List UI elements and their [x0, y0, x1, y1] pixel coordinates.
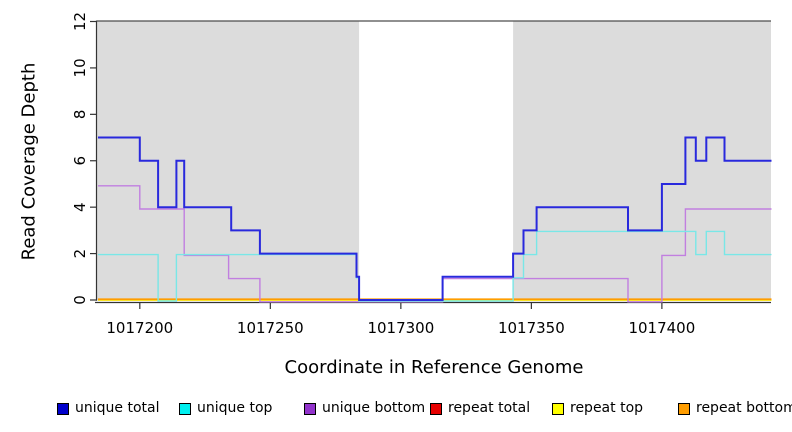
legend-swatch-repeat-bottom: [678, 402, 690, 415]
legend-item-unique-top: unique top: [179, 400, 272, 417]
x-tick-label: 1017400: [628, 319, 695, 337]
y-tick-label: 4: [71, 202, 89, 212]
legend-item-repeat-total: repeat total: [430, 400, 530, 417]
legend-label: unique bottom: [322, 400, 426, 416]
y-tick-label: 2: [71, 249, 89, 259]
legend-item-repeat-bottom: repeat bottom: [678, 400, 792, 417]
x-tick-label: 1017250: [237, 319, 304, 337]
legend-label: repeat total: [448, 400, 531, 416]
x-tick-label: 1017200: [106, 319, 173, 337]
legend-swatch-unique-bottom: [304, 402, 316, 415]
y-tick-label: 12: [71, 12, 89, 31]
x-tick-label: 1017350: [498, 319, 565, 337]
y-tick-label: 0: [71, 295, 89, 305]
legend-swatch-unique-total: [57, 402, 69, 415]
legend-swatch-repeat-top: [552, 402, 564, 415]
y-tick-label: 8: [71, 110, 89, 120]
y-tick-label: 6: [71, 156, 89, 166]
legend-label: unique total: [75, 400, 160, 416]
y-axis-title: Read Coverage Depth: [18, 62, 40, 261]
legend: unique total unique top unique bottom repea…: [0, 400, 792, 424]
legend-label: repeat bottom: [696, 400, 792, 416]
x-axis-title: Coordinate in Reference Genome: [284, 357, 584, 378]
legend-item-unique-bottom: unique bottom: [304, 400, 425, 417]
legend-item-repeat-top: repeat top: [552, 400, 643, 417]
series-line-unique-bottom: [98, 185, 772, 303]
y-tick-label: 10: [71, 58, 89, 77]
x-tick-label: 1017300: [367, 319, 434, 337]
legend-swatch-repeat-total: [430, 402, 442, 415]
legend-swatch-unique-top: [179, 402, 191, 415]
legend-item-unique-total: unique total: [57, 400, 159, 417]
series-line-unique-top: [98, 230, 772, 302]
legend-label: unique top: [197, 400, 273, 416]
series-line-unique-total: [98, 136, 772, 301]
legend-label: repeat top: [570, 400, 644, 416]
